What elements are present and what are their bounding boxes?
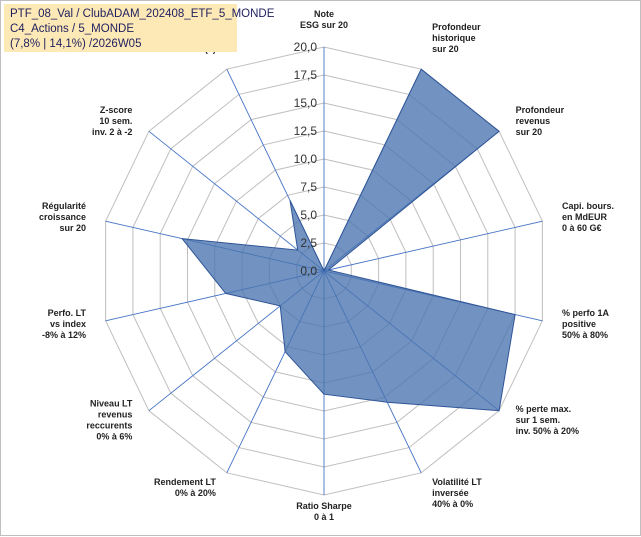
chart-title-line-1: PTF_08_Val / ClubADAM_202408_ETF_5_MONDE bbox=[10, 8, 274, 21]
tick-label: 7,5 bbox=[300, 180, 317, 194]
tick-label: 17,5 bbox=[294, 68, 318, 82]
tick-label: 10,0 bbox=[294, 152, 318, 166]
chart-title-line-2: C4_Actions / 5_MONDE bbox=[10, 23, 134, 36]
radar-series bbox=[182, 69, 515, 411]
axis-label-5: % perte max.sur 1 sem.inv. 50% à 20% bbox=[516, 404, 579, 436]
tick-label: 12,5 bbox=[294, 124, 318, 138]
series-area bbox=[182, 69, 515, 411]
chart-title-box: PTF_08_Val / ClubADAM_202408_ETF_5_MONDE… bbox=[4, 4, 237, 52]
tick-label: 15,0 bbox=[294, 96, 318, 110]
tick-label: 20,0 bbox=[294, 40, 318, 54]
tick-label: 5,0 bbox=[300, 208, 317, 222]
tick-label: 0,0 bbox=[300, 264, 317, 278]
chart-title-line-3: (7,8% | 14,1%) /2026W05 bbox=[10, 38, 141, 51]
tick-label: 2,5 bbox=[300, 236, 317, 250]
